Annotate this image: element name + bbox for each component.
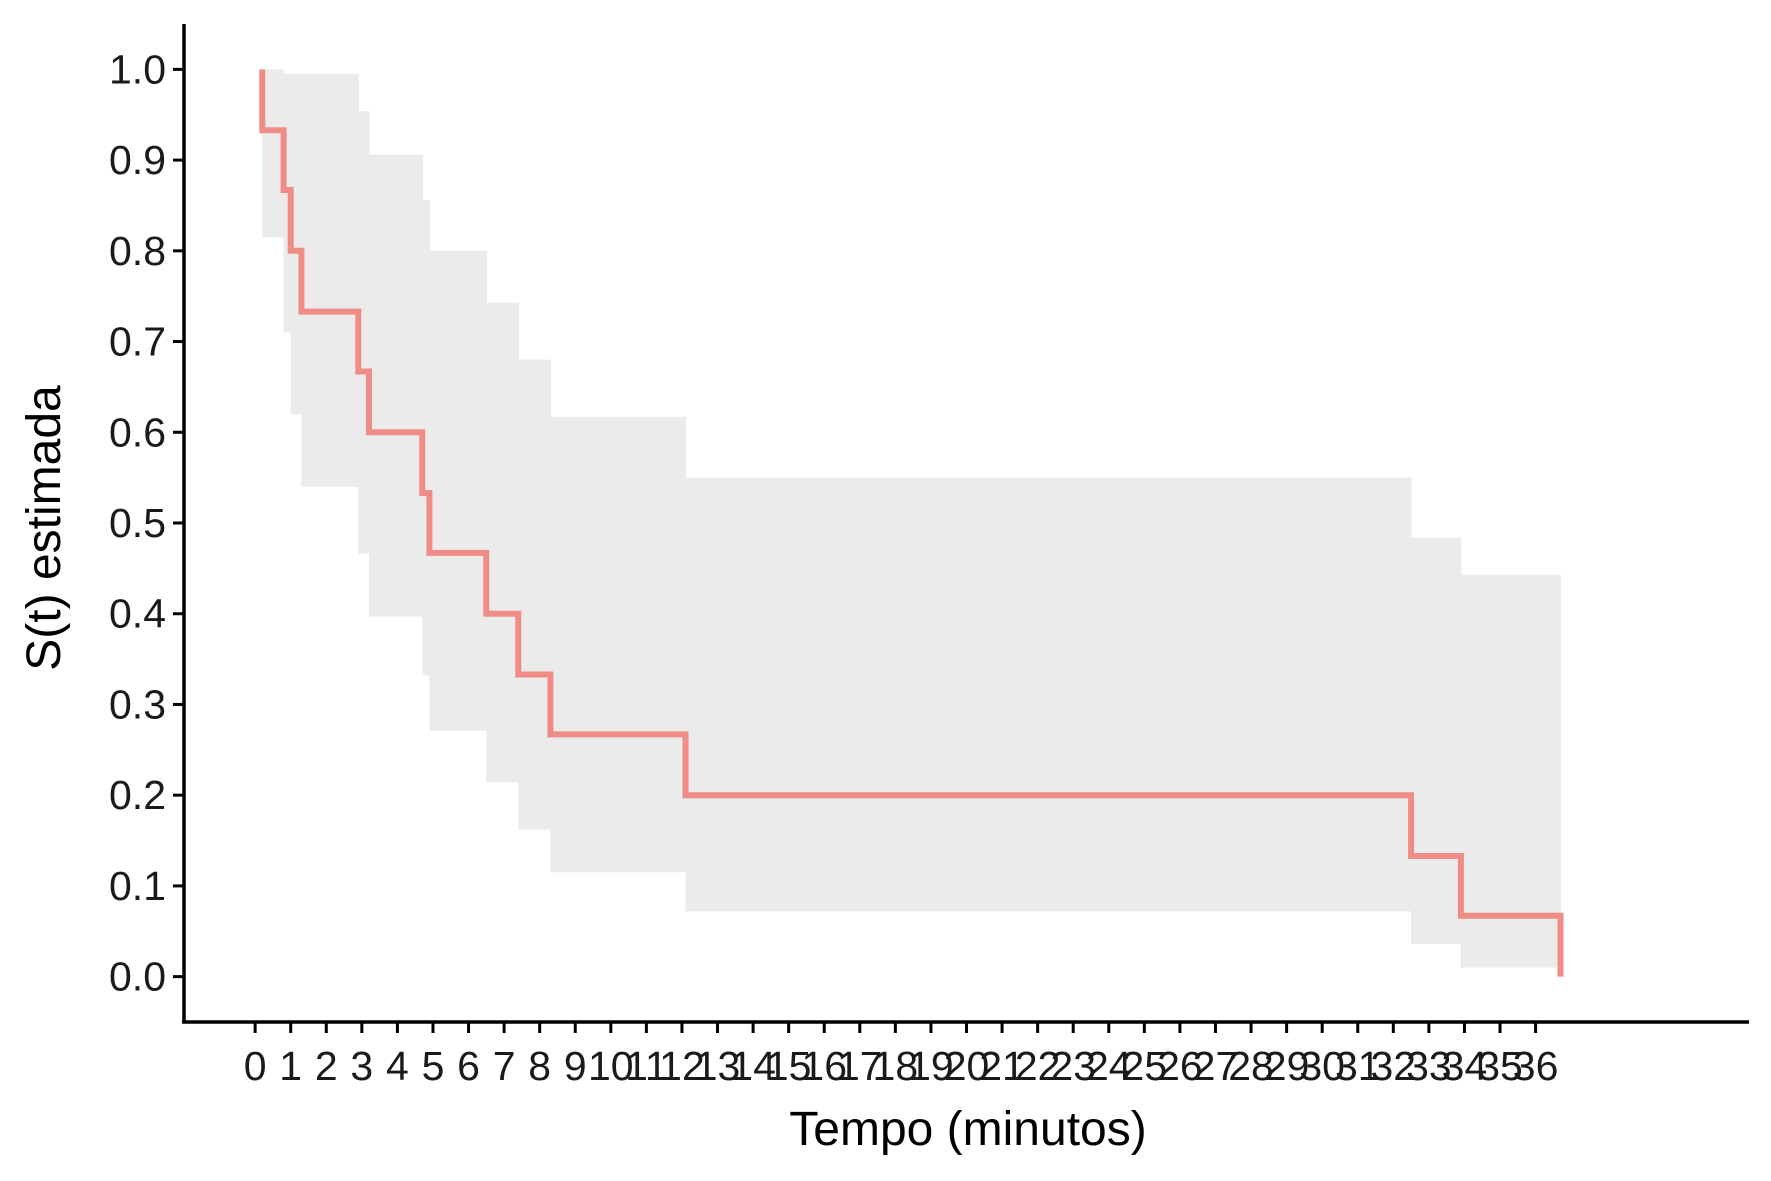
confidence-band-segment — [358, 111, 370, 554]
x-tick-label: 8 — [528, 1043, 551, 1089]
confidence-band-segment — [290, 73, 302, 415]
x-tick-label: 27 — [1193, 1043, 1239, 1089]
x-tick-label: 11 — [625, 1043, 668, 1089]
x-tick-label: 2 — [315, 1043, 338, 1089]
y-tick-label: 0.6 — [109, 409, 166, 455]
confidence-band-segment — [422, 200, 431, 676]
x-tick-label: 0 — [244, 1043, 267, 1089]
x-tick-label: 3 — [350, 1043, 373, 1089]
confidence-band-segment — [1460, 574, 1562, 968]
x-tick-label: 35 — [1477, 1043, 1523, 1089]
survival-curve — [259, 69, 1564, 977]
confidence-band-segment — [301, 73, 359, 487]
confidence-band-segment — [262, 69, 274, 238]
x-tick-label: 6 — [457, 1043, 480, 1089]
y-tick-label: 0.3 — [109, 681, 166, 727]
y-ticks: 0.0 0.1 0.2 0.3 0.4 0.5 0.6 0.7 0.8 0.9 1.0 — [109, 46, 184, 1000]
confidence-band-segment — [283, 73, 292, 333]
y-tick-label: 0.9 — [109, 137, 166, 183]
confidence-band-segment — [429, 250, 487, 731]
confidence-band — [262, 69, 1562, 968]
x-tick-label: 23 — [1050, 1043, 1096, 1089]
confidence-band-segment — [1411, 537, 1462, 944]
x-tick-label: 36 — [1513, 1043, 1559, 1089]
x-tick-label: 17 — [837, 1043, 883, 1089]
confidence-band-segment — [518, 359, 551, 830]
x-tick-label: 30 — [1299, 1043, 1345, 1089]
x-tick-label: 33 — [1406, 1043, 1452, 1089]
x-tick-label: 5 — [422, 1043, 445, 1089]
y-tick-label: 0.1 — [109, 863, 166, 909]
x-tick-label: 28 — [1228, 1043, 1274, 1089]
x-tick-label: 31 — [1335, 1043, 1381, 1089]
confidence-band-segment — [272, 69, 285, 238]
y-axis-title: S(t) estimada — [18, 385, 71, 671]
confidence-band-segment — [368, 154, 423, 617]
x-tick-label: 9 — [564, 1043, 587, 1089]
x-ticks: 0 1 2 3 4 5 6 7 8 9 101112131415161718192021222324… — [244, 1022, 1559, 1089]
x-tick-label: 14 — [730, 1043, 776, 1089]
x-tick-label: 12 — [659, 1043, 705, 1089]
x-tick-label: 34 — [1442, 1043, 1488, 1089]
y-tick-label: 0.0 — [109, 954, 166, 1000]
x-tick-label: 13 — [695, 1043, 741, 1089]
x-tick-label: 16 — [801, 1043, 847, 1089]
x-tick-label: 25 — [1122, 1043, 1168, 1089]
y-tick-label: 0.7 — [109, 319, 166, 365]
survival-step-line — [259, 69, 1564, 977]
x-tick-label: 32 — [1371, 1043, 1417, 1089]
y-tick-label: 0.2 — [109, 772, 166, 818]
x-tick-label: 1 — [279, 1043, 302, 1089]
y-tick-label: 0.8 — [109, 228, 166, 274]
y-tick-label: 0.5 — [109, 500, 166, 546]
confidence-band-segment — [486, 302, 519, 783]
x-tick-label: 21 — [979, 1043, 1025, 1089]
y-tick-label: 0.4 — [109, 591, 166, 637]
x-tick-label: 29 — [1264, 1043, 1310, 1089]
x-axis-title: Tempo (minutos) — [789, 1103, 1146, 1156]
x-tick-label: 20 — [944, 1043, 990, 1089]
x-tick-label: 19 — [908, 1043, 954, 1089]
confidence-band-segment — [550, 416, 687, 873]
x-tick-label: 24 — [1086, 1043, 1132, 1089]
x-tick-label: 7 — [493, 1043, 516, 1089]
x-tick-label: 22 — [1015, 1043, 1061, 1089]
x-tick-label: 15 — [766, 1043, 812, 1089]
x-tick-label: 4 — [386, 1043, 409, 1089]
y-tick-label: 1.0 — [109, 46, 166, 92]
confidence-band-segment — [685, 477, 1412, 912]
x-tick-label: 26 — [1157, 1043, 1203, 1089]
x-tick-label: 10 — [588, 1043, 634, 1089]
x-tick-label: 18 — [873, 1043, 919, 1089]
